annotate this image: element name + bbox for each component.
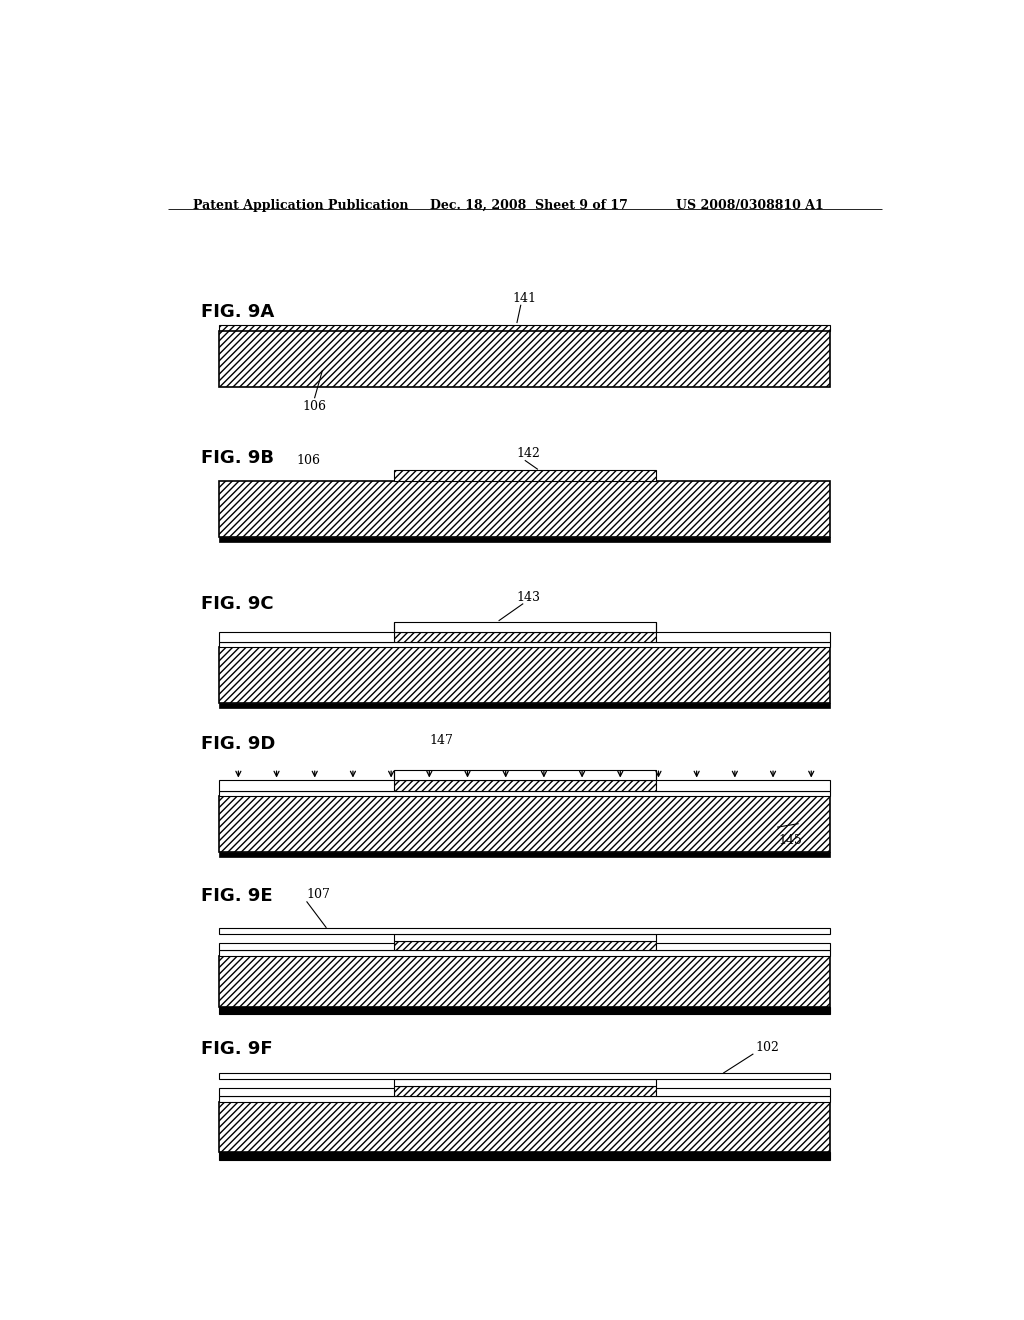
- Bar: [219, 704, 830, 709]
- Bar: [219, 956, 830, 1007]
- Bar: [219, 1102, 830, 1152]
- Bar: [219, 632, 394, 643]
- Bar: [219, 331, 830, 387]
- Bar: [655, 780, 830, 791]
- Text: FIG. 9F: FIG. 9F: [201, 1040, 272, 1057]
- Bar: [219, 942, 394, 950]
- Text: 142: 142: [517, 447, 541, 461]
- Text: US 2008/0308810 A1: US 2008/0308810 A1: [676, 199, 823, 213]
- Bar: [219, 1073, 830, 1080]
- Text: FIG. 9A: FIG. 9A: [201, 304, 274, 321]
- Text: 145: 145: [778, 834, 803, 847]
- Text: Dec. 18, 2008  Sheet 9 of 17: Dec. 18, 2008 Sheet 9 of 17: [430, 199, 628, 213]
- Bar: [219, 928, 830, 935]
- Bar: [394, 941, 655, 950]
- Bar: [394, 1086, 655, 1096]
- Bar: [655, 1089, 830, 1096]
- Bar: [394, 935, 655, 941]
- Text: FIG. 9B: FIG. 9B: [201, 449, 274, 467]
- Bar: [219, 480, 830, 536]
- Text: Patent Application Publication: Patent Application Publication: [194, 199, 409, 213]
- Text: 102: 102: [755, 1041, 779, 1053]
- Bar: [219, 1096, 830, 1102]
- Bar: [219, 325, 830, 331]
- Text: FIG. 9E: FIG. 9E: [201, 887, 272, 906]
- Text: 147: 147: [429, 734, 454, 747]
- Text: FIG. 9C: FIG. 9C: [201, 595, 273, 612]
- Bar: [219, 1089, 394, 1096]
- Bar: [219, 796, 830, 851]
- Text: 107: 107: [306, 888, 331, 902]
- Text: FIG. 9D: FIG. 9D: [201, 735, 275, 752]
- Bar: [219, 791, 830, 796]
- Bar: [219, 780, 394, 791]
- Bar: [655, 942, 830, 950]
- Text: 143: 143: [517, 590, 541, 603]
- Bar: [394, 1080, 655, 1086]
- Text: 141: 141: [513, 292, 537, 305]
- Bar: [219, 536, 830, 541]
- Text: 106: 106: [297, 454, 321, 467]
- Bar: [394, 780, 655, 791]
- Bar: [219, 851, 830, 857]
- Bar: [219, 647, 830, 704]
- Bar: [219, 643, 830, 647]
- Bar: [394, 470, 655, 480]
- Bar: [219, 1007, 830, 1014]
- Bar: [394, 771, 655, 780]
- Bar: [219, 950, 830, 956]
- Text: 106: 106: [302, 400, 327, 413]
- Bar: [655, 632, 830, 643]
- Bar: [219, 1152, 830, 1159]
- Bar: [394, 632, 655, 643]
- Bar: [394, 622, 655, 632]
